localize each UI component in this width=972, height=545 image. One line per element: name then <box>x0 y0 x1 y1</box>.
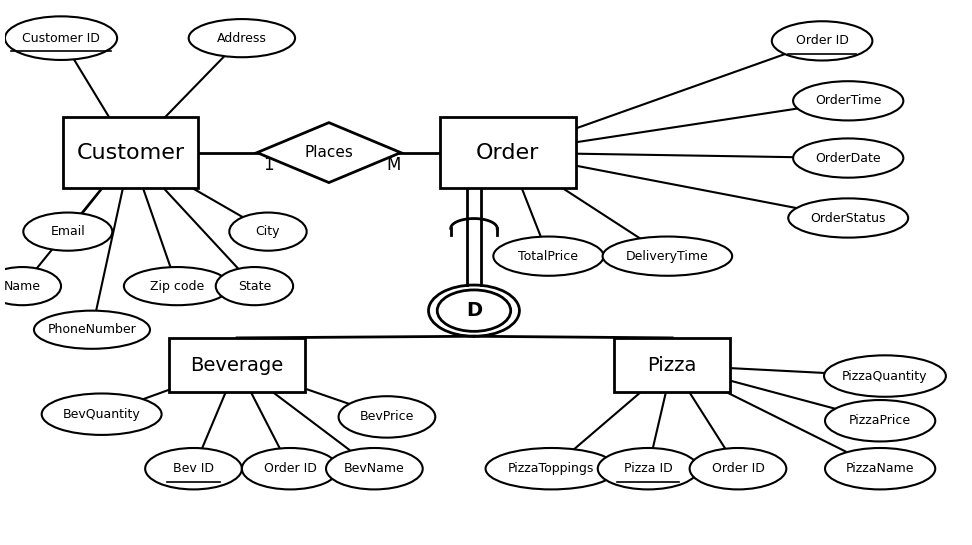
Text: Bev ID: Bev ID <box>173 462 214 475</box>
Text: PizzaPrice: PizzaPrice <box>850 414 911 427</box>
Text: 1: 1 <box>262 156 273 174</box>
Text: PizzaName: PizzaName <box>846 462 915 475</box>
FancyBboxPatch shape <box>63 117 198 188</box>
Text: Order: Order <box>476 143 539 162</box>
Text: City: City <box>256 225 280 238</box>
Text: TotalPrice: TotalPrice <box>518 250 578 263</box>
Ellipse shape <box>326 448 423 489</box>
Ellipse shape <box>689 448 786 489</box>
Text: BevPrice: BevPrice <box>360 410 414 423</box>
Ellipse shape <box>34 311 150 349</box>
Text: Places: Places <box>304 145 354 160</box>
Ellipse shape <box>338 396 435 438</box>
FancyBboxPatch shape <box>614 338 730 392</box>
Ellipse shape <box>494 237 604 276</box>
Ellipse shape <box>824 355 946 397</box>
Text: Name: Name <box>4 280 41 293</box>
Ellipse shape <box>23 213 113 251</box>
Text: Order ID: Order ID <box>263 462 317 475</box>
Text: OrderTime: OrderTime <box>816 94 882 107</box>
Ellipse shape <box>825 400 935 441</box>
Text: Address: Address <box>217 32 266 45</box>
Text: Beverage: Beverage <box>191 356 284 374</box>
Ellipse shape <box>0 267 61 305</box>
Text: State: State <box>238 280 271 293</box>
Ellipse shape <box>189 19 295 57</box>
Ellipse shape <box>42 393 161 435</box>
Text: Pizza: Pizza <box>647 356 697 374</box>
Ellipse shape <box>793 81 903 120</box>
Text: BevName: BevName <box>344 462 404 475</box>
Ellipse shape <box>242 448 338 489</box>
Ellipse shape <box>603 237 732 276</box>
FancyBboxPatch shape <box>169 338 305 392</box>
Ellipse shape <box>123 267 230 305</box>
Ellipse shape <box>216 267 294 305</box>
Polygon shape <box>258 123 400 183</box>
Text: Customer: Customer <box>77 143 185 162</box>
Ellipse shape <box>772 21 873 60</box>
Text: PizzaQuantity: PizzaQuantity <box>842 370 927 383</box>
Text: Order ID: Order ID <box>712 462 764 475</box>
Text: D: D <box>466 301 482 320</box>
Text: Email: Email <box>51 225 86 238</box>
Text: OrderDate: OrderDate <box>816 152 881 165</box>
Text: OrderStatus: OrderStatus <box>811 211 885 225</box>
Ellipse shape <box>788 198 908 238</box>
Text: PizzaToppings: PizzaToppings <box>508 462 595 475</box>
Ellipse shape <box>5 16 117 60</box>
Text: DeliveryTime: DeliveryTime <box>626 250 709 263</box>
Text: BevQuantity: BevQuantity <box>63 408 141 421</box>
Ellipse shape <box>793 138 903 178</box>
Circle shape <box>429 285 519 336</box>
Ellipse shape <box>825 448 935 489</box>
Ellipse shape <box>598 448 698 489</box>
Text: PhoneNumber: PhoneNumber <box>48 323 136 336</box>
Text: Order ID: Order ID <box>796 34 849 47</box>
Text: Zip code: Zip code <box>150 280 204 293</box>
Ellipse shape <box>486 448 617 489</box>
Text: Customer ID: Customer ID <box>22 32 100 45</box>
Text: M: M <box>387 156 400 174</box>
FancyBboxPatch shape <box>440 117 575 188</box>
Ellipse shape <box>229 213 306 251</box>
Ellipse shape <box>145 448 242 489</box>
Text: Pizza ID: Pizza ID <box>624 462 673 475</box>
